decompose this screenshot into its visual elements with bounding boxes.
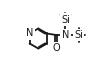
Text: Si: Si — [61, 15, 70, 25]
Text: N: N — [62, 30, 69, 40]
Text: N: N — [26, 28, 33, 38]
Text: O: O — [52, 43, 60, 53]
Text: Si: Si — [74, 30, 83, 40]
